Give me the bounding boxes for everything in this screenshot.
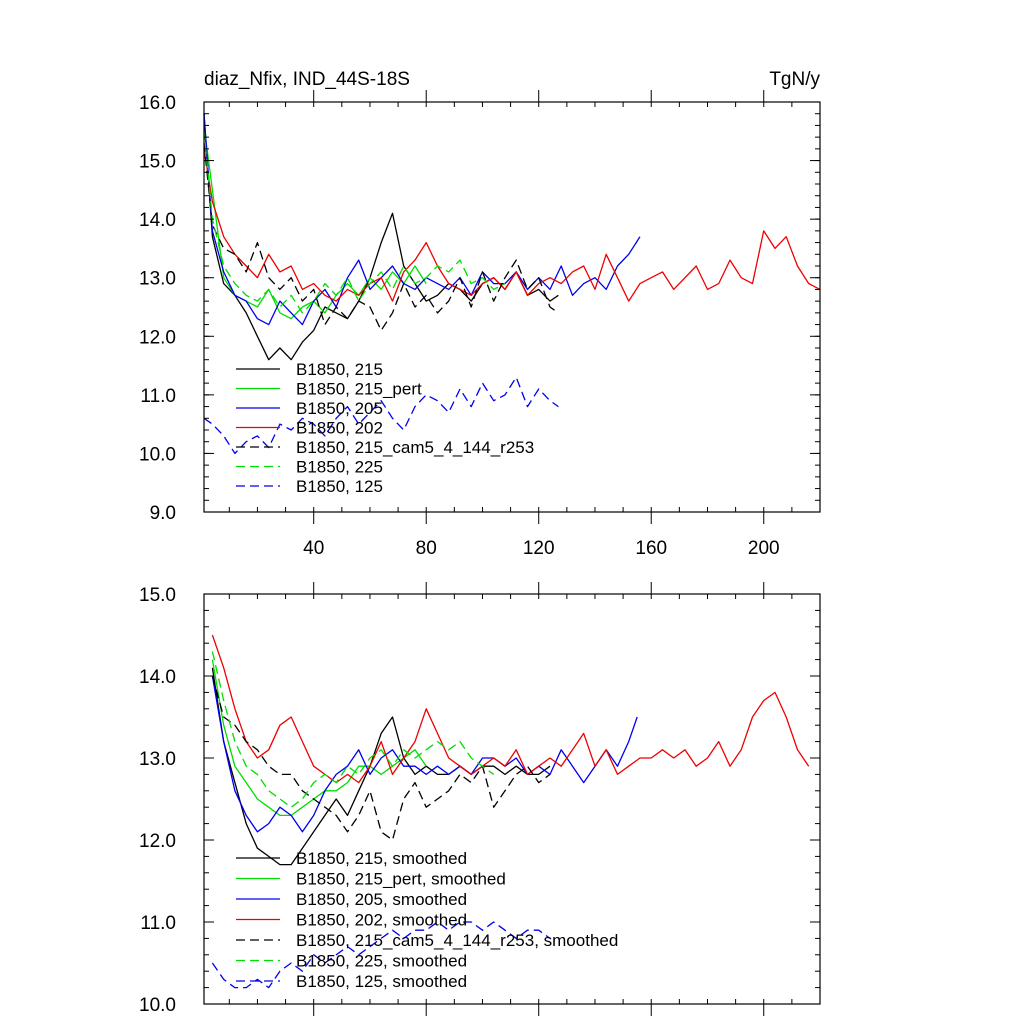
top-legend-label-4: B1850, 215_cam5_4_144_r253 bbox=[296, 438, 534, 457]
top-series-line-1 bbox=[203, 125, 427, 320]
bottom-series-line-5 bbox=[211, 651, 495, 808]
bottom-series-line-6 bbox=[211, 921, 551, 989]
bottom-legend-label-4: B1850, 215_cam5_4_144_r253, smoothed bbox=[296, 931, 618, 950]
top-x-tick-label: 120 bbox=[523, 538, 555, 559]
bottom-series-line-3 bbox=[211, 634, 810, 784]
top-y-tick-label: 16.0 bbox=[139, 93, 176, 114]
bottom-series-line-2 bbox=[211, 675, 638, 833]
bottom-plot-frame bbox=[203, 593, 821, 1005]
top-series-line-0 bbox=[203, 113, 559, 361]
bottom-series-line-0 bbox=[211, 667, 551, 866]
bottom-y-tick-label: 14.0 bbox=[139, 667, 176, 688]
top-y-tick-label: 13.0 bbox=[139, 269, 176, 290]
bottom-legend-label-3: B1850, 202, smoothed bbox=[296, 911, 467, 930]
top-x-tick-label: 200 bbox=[748, 538, 780, 559]
bottom-y-tick-label: 10.0 bbox=[139, 995, 176, 1016]
bottom-y-tick-label: 12.0 bbox=[139, 831, 176, 852]
top-legend-label-6: B1850, 125 bbox=[296, 477, 383, 496]
top-legend-label-2: B1850, 205 bbox=[296, 399, 383, 418]
top-y-tick-label: 14.0 bbox=[139, 210, 176, 231]
top-x-tick-label: 160 bbox=[635, 538, 667, 559]
top-panel-units: TgN/y bbox=[769, 69, 820, 90]
top-series-line-5 bbox=[203, 131, 506, 314]
bottom-legend-label-5: B1850, 225, smoothed bbox=[296, 952, 467, 971]
top-y-tick-label: 15.0 bbox=[139, 152, 176, 173]
top-y-tick-label: 11.0 bbox=[140, 386, 176, 407]
top-panel: diaz_Nfix, IND_44S-18S TgN/y 40 80 120 160 2… bbox=[139, 69, 821, 559]
top-series-layer bbox=[203, 113, 821, 455]
top-x-tick-label: 40 bbox=[303, 538, 324, 559]
bottom-y-tick-label: 11.0 bbox=[140, 913, 176, 934]
top-panel-title: diaz_Nfix, IND_44S-18S bbox=[204, 69, 410, 90]
top-axes-layer: 40 80 120 160 200 9.0 10.0 11.0 12.0 13.0 14.0 15.0… bbox=[139, 90, 821, 559]
top-plot-frame bbox=[203, 101, 821, 513]
bottom-panel: 10.0 11.0 12.0 13.0 14.0 15.0 B1850, 215, smo… bbox=[139, 582, 821, 1016]
top-legend-label-5: B1850, 225 bbox=[296, 458, 383, 477]
bottom-legend-label-6: B1850, 125, smoothed bbox=[296, 972, 467, 991]
bottom-legend-label-0: B1850, 215, smoothed bbox=[296, 849, 467, 868]
bottom-legend: B1850, 215, smoothed B1850, 215_pert, smo… bbox=[236, 849, 618, 991]
top-y-tick-label: 12.0 bbox=[139, 327, 176, 348]
bottom-axes-layer: 10.0 11.0 12.0 13.0 14.0 15.0 bbox=[139, 582, 821, 1016]
bottom-y-tick-label: 13.0 bbox=[139, 749, 176, 770]
bottom-legend-label-1: B1850, 215_pert, smoothed bbox=[296, 870, 506, 889]
top-y-tick-label: 9.0 bbox=[150, 503, 176, 524]
bottom-y-tick-label: 15.0 bbox=[139, 585, 176, 606]
top-x-tick-label: 80 bbox=[416, 538, 437, 559]
bottom-series-line-4 bbox=[211, 675, 551, 841]
top-legend-label-3: B1850, 202 bbox=[296, 419, 383, 438]
top-series-line-2 bbox=[203, 113, 641, 326]
bottom-legend-label-2: B1850, 205, smoothed bbox=[296, 890, 467, 909]
top-legend-label-1: B1850, 215_pert bbox=[296, 380, 422, 399]
bottom-series-layer bbox=[211, 634, 810, 989]
top-series-line-6 bbox=[203, 376, 559, 455]
top-series-line-4 bbox=[203, 142, 559, 332]
top-series-line-3 bbox=[203, 148, 821, 302]
top-legend-label-0: B1850, 215 bbox=[296, 360, 383, 379]
top-y-tick-label: 10.0 bbox=[139, 444, 176, 465]
